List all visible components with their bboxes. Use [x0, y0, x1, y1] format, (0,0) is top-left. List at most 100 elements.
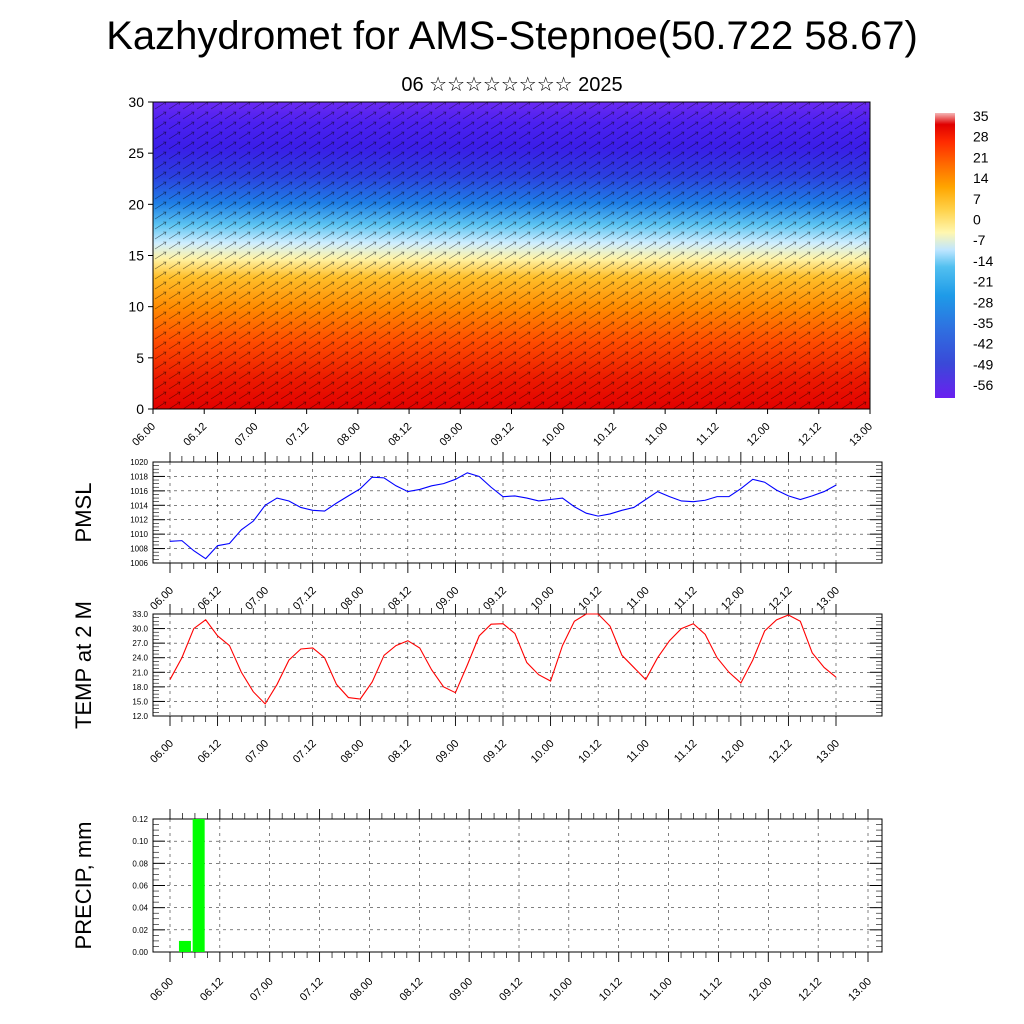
cross-section-panel — [152, 101, 871, 410]
x-tick-label: 08.00 — [338, 585, 366, 613]
x-tick-label: 10.00 — [529, 585, 557, 613]
wind-barbs — [153, 102, 870, 409]
temp2m-panel: 06.00 06.12 07.00 07.12 08.00 08.12 09.00 09.12… — [71, 601, 883, 766]
x-tick-label: 09.12 — [497, 976, 525, 1004]
y-tick-label: 1014 — [130, 501, 148, 510]
y-tick-label: 0 — [136, 401, 144, 417]
y-tick-label: 5 — [136, 350, 144, 366]
x-tick-label: 10.12 — [576, 738, 604, 766]
x-tick-label: 06.00 — [130, 421, 158, 449]
x-tick-label: 13.00 — [814, 738, 842, 766]
x-tick-label: 08.12 — [386, 421, 414, 449]
x-tick-label: 09.00 — [437, 421, 465, 449]
x-tick-label: 11.12 — [694, 421, 721, 448]
y-tick-label: 0.00 — [132, 948, 148, 957]
x-tick-label: 08.12 — [397, 976, 425, 1004]
x-tick-label: 10.00 — [547, 976, 575, 1004]
y-tick-label: 18.0 — [132, 683, 148, 692]
y-tick-label: 0.08 — [132, 859, 148, 868]
x-tick-label: 11.12 — [697, 976, 724, 1003]
colorbar-labels: 35 28 21 14 7 0 -7 -14 -21 -28 -35 -42 -49 -56 — [973, 108, 993, 393]
x-tick-label: 09.12 — [481, 585, 509, 613]
pmsl-frame — [152, 461, 883, 564]
y-tick-label: 1010 — [130, 530, 148, 539]
x-tick-label: 06.00 — [148, 738, 176, 766]
y-tick-label: 0.02 — [132, 926, 148, 935]
x-tick-label: 06.12 — [196, 738, 224, 766]
x-tick-label: 12.12 — [767, 738, 795, 766]
y-tick-label: 15.0 — [132, 697, 148, 706]
pmsl-panel: 06.00 06.12 07.00 07.12 08.00 08.12 09.00 09.12… — [71, 452, 883, 613]
y-tick-label: 30 — [128, 94, 144, 110]
x-tick-label: 06.12 — [181, 421, 209, 449]
x-tick-label: 12.00 — [746, 976, 774, 1004]
x-tick-label: 10.12 — [591, 421, 619, 449]
x-tick-label: 13.00 — [814, 585, 842, 613]
colorbar-label: 21 — [973, 149, 989, 165]
x-tick-label: 10.00 — [540, 421, 568, 449]
y-tick-label: 0.10 — [132, 837, 148, 846]
colorbar-label: 0 — [973, 212, 981, 228]
y-tick-label: 0.06 — [132, 882, 148, 891]
y-tick-label: 1018 — [130, 472, 148, 481]
temp2m-frame — [152, 613, 883, 717]
colorbar-label: -14 — [973, 253, 993, 269]
x-tick-label: 13.00 — [847, 421, 875, 449]
x-tick-label: 11.00 — [643, 421, 670, 448]
x-tick-label: 07.00 — [243, 738, 271, 766]
colorbar-label: -28 — [973, 294, 993, 310]
x-tick-label: 08.00 — [335, 421, 363, 449]
x-tick-label: 06.12 — [198, 976, 226, 1004]
x-tick-label: 08.00 — [338, 738, 366, 766]
y-tick-label: 1012 — [130, 516, 148, 525]
pmsl-ylabel: PMSL — [71, 483, 96, 543]
colorbar-label: -49 — [973, 356, 993, 372]
x-tick-label: 11.00 — [647, 976, 674, 1003]
colorbar-label: 28 — [973, 129, 989, 145]
pmsl-line — [169, 472, 837, 560]
y-tick-label: 25 — [128, 145, 144, 161]
x-tick-label: 11.12 — [672, 738, 699, 765]
colorbar-label: -35 — [973, 315, 993, 331]
x-tick-label: 13.00 — [846, 976, 874, 1004]
colorbar-label: -56 — [973, 377, 993, 393]
colorbar-gradient — [935, 113, 955, 398]
y-tick-label: 1016 — [130, 487, 148, 496]
x-tick-label: 07.12 — [298, 976, 326, 1004]
temp-line — [169, 613, 837, 705]
x-tick-label: 08.00 — [348, 976, 376, 1004]
y-tick-label: 1006 — [130, 559, 148, 568]
x-tick-label: 07.12 — [291, 738, 319, 766]
colorbar-label: -42 — [973, 336, 993, 352]
chart-title: Kazhydromet for AMS-Stepnoe(50.722 58.67… — [106, 14, 918, 58]
x-tick-label: 09.00 — [434, 585, 462, 613]
x-tick-label: 09.12 — [481, 738, 509, 766]
x-tick-label: 07.00 — [233, 421, 261, 449]
x-tick-label: 12.00 — [745, 421, 773, 449]
x-tick-label: 06.12 — [196, 585, 224, 613]
colorbar — [935, 113, 955, 398]
x-tick-label: 07.00 — [243, 585, 271, 613]
x-tick-label: 10.12 — [576, 585, 604, 613]
x-tick-label: 09.00 — [447, 976, 475, 1004]
y-tick-label: 33.0 — [132, 610, 148, 619]
x-tick-label: 11.12 — [672, 585, 699, 612]
y-tick-label: 1020 — [130, 458, 148, 467]
chart-subtitle: 06 ☆☆☆☆☆☆☆☆ 2025 — [401, 74, 623, 96]
y-tick-label: 0.04 — [132, 904, 148, 913]
x-tick-label: 08.12 — [386, 585, 414, 613]
colorbar-label: -7 — [973, 232, 986, 248]
x-tick-label: 07.12 — [291, 585, 319, 613]
x-tick-label: 12.00 — [719, 738, 747, 766]
x-tick-label: 07.00 — [248, 976, 276, 1004]
precip-bar — [192, 819, 205, 952]
colorbar-label: 7 — [973, 191, 981, 207]
x-tick-label: 08.12 — [386, 738, 414, 766]
x-tick-label: 10.00 — [529, 738, 557, 766]
x-tick-label: 12.00 — [719, 585, 747, 613]
y-tick-label: 0.12 — [132, 815, 148, 824]
x-tick-label: 11.00 — [624, 585, 651, 612]
x-tick-label: 09.00 — [434, 738, 462, 766]
